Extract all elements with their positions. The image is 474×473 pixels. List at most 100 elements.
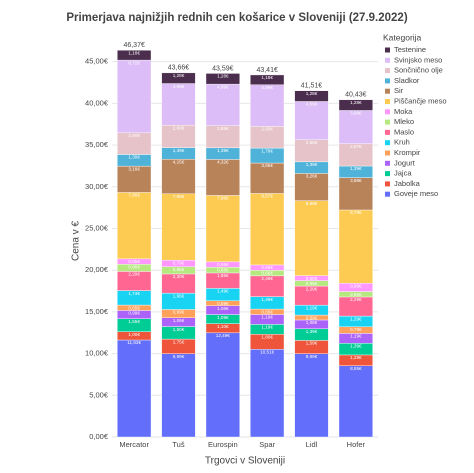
legend-swatch xyxy=(385,99,390,104)
y-tick-label: 40,00€ xyxy=(85,98,109,107)
legend-swatch xyxy=(385,150,390,156)
value-label: 0,86€ xyxy=(128,264,140,269)
value-label: 1,10€ xyxy=(217,324,229,329)
value-label: 1,19€ xyxy=(350,334,362,339)
bar-segment xyxy=(161,83,196,126)
y-tick-label: 5,00€ xyxy=(89,390,109,399)
value-label: 1,39€ xyxy=(350,166,362,171)
legend-swatch xyxy=(385,78,390,84)
y-tick-label: 0,00€ xyxy=(89,432,109,441)
value-label: 3,26€ xyxy=(306,174,318,179)
value-label: 1,28€ xyxy=(350,100,362,105)
legend-label: Svinjsko meso xyxy=(394,55,442,64)
value-label: 0,79€ xyxy=(350,327,362,332)
value-label: 1,49€ xyxy=(261,297,273,302)
value-label: 0,99€ xyxy=(350,284,362,289)
value-label: 1,29€ xyxy=(350,316,362,321)
bar-segment xyxy=(294,90,329,102)
y-tick-label: 20,00€ xyxy=(85,265,109,274)
value-label: 1,19€ xyxy=(261,325,273,330)
bar-segment xyxy=(117,50,152,61)
legend-swatch xyxy=(385,68,390,74)
value-label: 7,96€ xyxy=(128,193,140,198)
y-tick-label: 35,00€ xyxy=(85,140,109,149)
value-label: 1,28€ xyxy=(306,91,318,96)
value-label: 1,39€ xyxy=(306,162,318,167)
value-label: 4,59€ xyxy=(306,102,318,107)
y-tick-label: 45,00€ xyxy=(85,57,109,66)
value-label: 1,09€ xyxy=(217,315,229,320)
bar-segment xyxy=(338,99,373,111)
legend-swatch xyxy=(385,181,390,187)
bar-segment xyxy=(338,110,373,144)
bar-segment xyxy=(294,200,329,276)
bar-segment xyxy=(161,72,196,84)
value-label: 0,79€ xyxy=(173,260,185,265)
value-label: 3,99€ xyxy=(350,111,362,116)
legend-label: Krompir xyxy=(394,148,421,157)
value-label: 0,65€ xyxy=(350,292,362,297)
value-label: 1,96€ xyxy=(173,293,185,298)
legend-label: Mleko xyxy=(394,117,414,126)
legend-swatch xyxy=(385,171,390,177)
total-label: 46,37€ xyxy=(123,42,145,49)
value-label: 0,65€ xyxy=(261,265,273,270)
value-label: 3,88€ xyxy=(350,178,362,183)
bar-segment xyxy=(250,74,285,85)
value-label: 0,86€ xyxy=(173,267,185,272)
value-label: 4,99€ xyxy=(261,85,273,90)
bar-segment xyxy=(250,162,285,194)
legend-label: Moka xyxy=(394,107,413,116)
value-label: 2,29€ xyxy=(128,272,140,277)
bar-segment xyxy=(205,73,240,85)
value-label: 1,79€ xyxy=(261,148,273,153)
bar-segment xyxy=(161,193,196,261)
bar-segment xyxy=(205,159,240,196)
bar-segment xyxy=(294,353,329,438)
value-label: 0,59€ xyxy=(217,301,229,306)
bar-segment xyxy=(205,332,240,438)
legend-label: Kruh xyxy=(394,138,410,147)
value-label: 2,60€ xyxy=(261,127,273,132)
value-label: 0,65€ xyxy=(261,309,273,314)
y-tick-label: 30,00€ xyxy=(85,182,109,191)
value-label: 2,30€ xyxy=(173,274,185,279)
value-label: 2,67€ xyxy=(350,144,362,149)
bar-segment xyxy=(250,349,285,438)
value-label: 1,49€ xyxy=(217,289,229,294)
value-label: 1,74€ xyxy=(128,291,140,296)
legend-label: Sir xyxy=(394,86,404,95)
value-label: 7,96€ xyxy=(217,196,229,201)
value-label: 8,72€ xyxy=(128,60,140,65)
y-tick-label: 15,00€ xyxy=(85,307,109,316)
value-label: 2,29€ xyxy=(350,297,362,302)
legend-swatch xyxy=(385,119,390,125)
value-label: 1,28€ xyxy=(217,74,229,79)
value-label: 4,99€ xyxy=(217,84,229,89)
bar-segment xyxy=(161,158,196,194)
legend-swatch xyxy=(385,140,390,146)
legend-swatch xyxy=(385,129,390,135)
bar-segment xyxy=(205,83,240,126)
legend-label: Sladkor xyxy=(394,76,420,85)
legend-label: Testenine xyxy=(394,45,426,54)
bar-segment xyxy=(117,165,152,193)
legend-swatch xyxy=(385,57,390,63)
legend-label: Jajca xyxy=(394,169,412,178)
value-label: 0,59€ xyxy=(306,315,318,320)
legend-label: Sončnično olje xyxy=(394,66,443,75)
bar-segment xyxy=(294,101,329,140)
value-label: 1,55€ xyxy=(128,319,140,324)
value-label: 4,99€ xyxy=(173,84,185,89)
value-label: 1,59€ xyxy=(306,341,318,346)
x-axis-title: Trgovci v Sloveniji xyxy=(205,456,285,467)
bar-segment xyxy=(294,173,329,201)
bar-segment xyxy=(117,339,152,438)
legend-swatch xyxy=(385,47,390,53)
value-label: 2,49€ xyxy=(261,276,273,281)
legend-label: Maslo xyxy=(394,127,414,136)
value-label: 0,60€ xyxy=(306,276,318,281)
value-label: 1,06€ xyxy=(173,318,185,323)
value-label: 2,65€ xyxy=(306,140,318,145)
value-label: 8,57€ xyxy=(261,194,273,199)
